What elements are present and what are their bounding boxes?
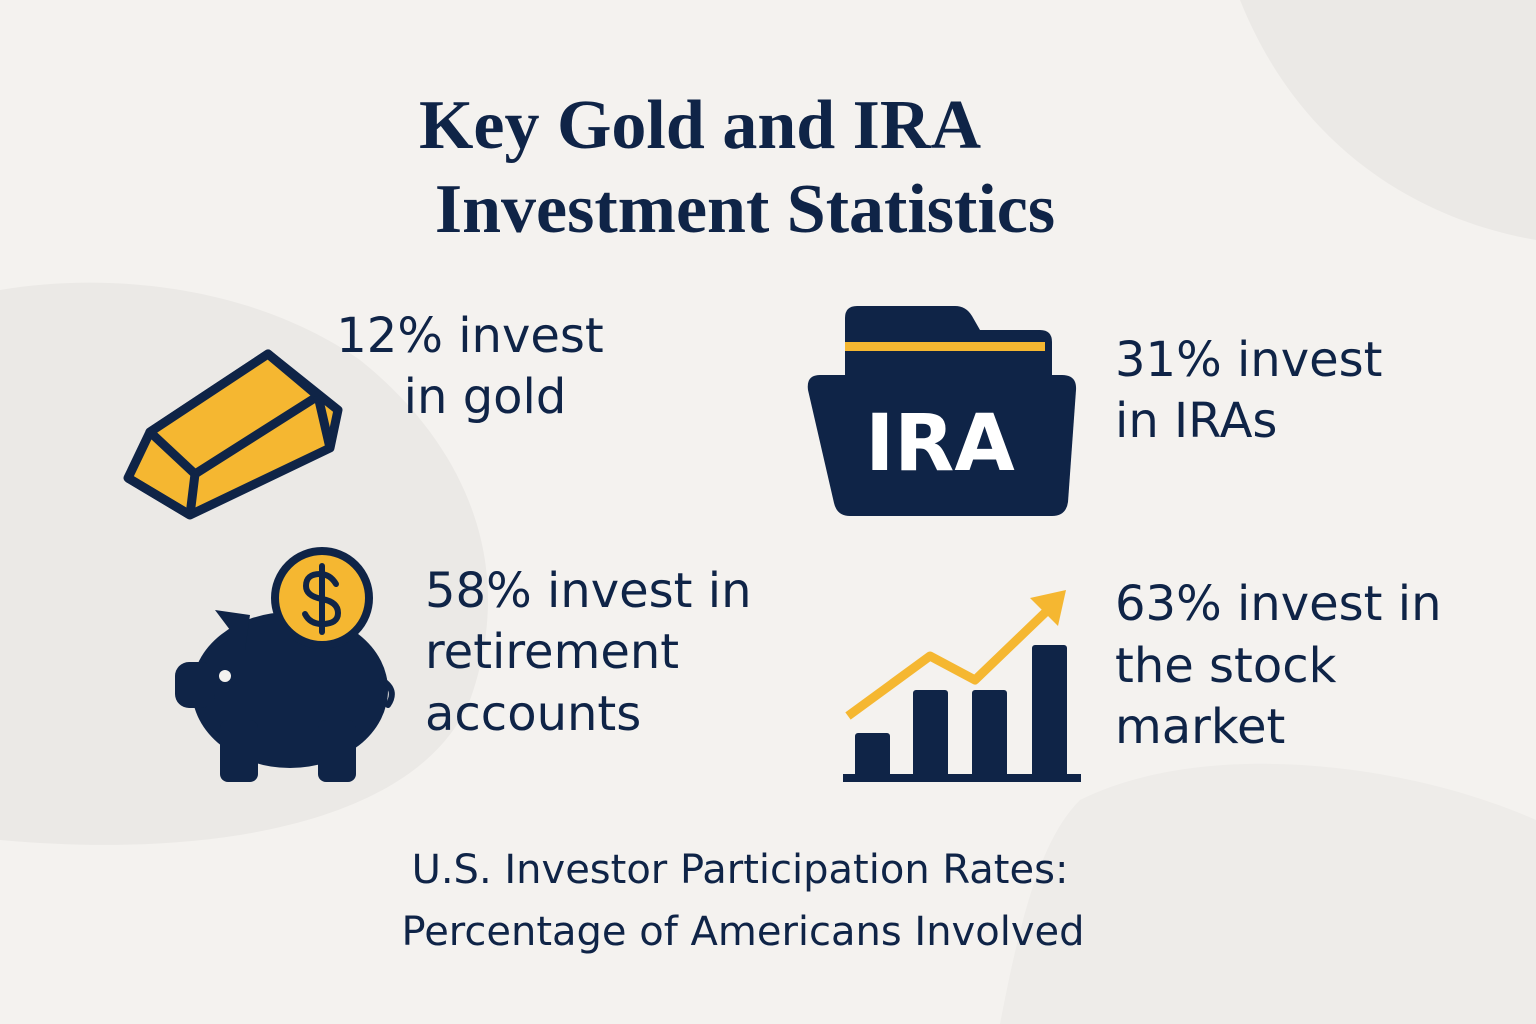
subtitle-line: U.S. Investor Participation Rates: <box>412 847 1069 893</box>
stat-text: retirement <box>425 624 679 680</box>
background-blob <box>1240 0 1536 240</box>
subtitle-line: Percentage of Americans Involved <box>402 909 1085 955</box>
stat-text: 58% invest in <box>425 563 751 619</box>
stat-text: 31% invest <box>1115 332 1382 388</box>
stock-chart-icon <box>843 590 1081 782</box>
stat-text: in gold <box>404 369 567 425</box>
piggy-bank-icon <box>175 547 395 782</box>
stat-text: market <box>1115 699 1285 755</box>
gold-bar-icon <box>123 349 343 520</box>
stat-text: accounts <box>425 686 641 742</box>
folder-label: IRA <box>865 399 1014 489</box>
stat-text: 63% invest in <box>1115 576 1441 632</box>
background-blob <box>1000 763 1536 1024</box>
stat-text: in IRAs <box>1115 393 1277 449</box>
stat-text: 12% invest <box>336 308 603 364</box>
stat-text: the stock <box>1115 638 1337 694</box>
folder-icon <box>807 306 1077 516</box>
title-line: Investment Statistics <box>435 171 1055 248</box>
title-line: Key Gold and IRA <box>419 87 981 164</box>
